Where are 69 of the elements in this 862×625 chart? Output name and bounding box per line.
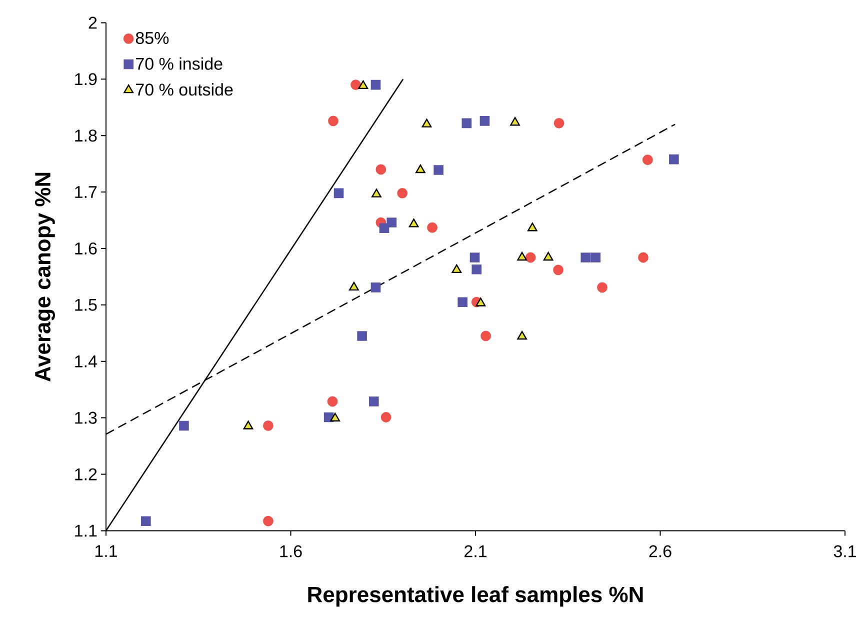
x-tick-label: 3.1 (834, 545, 856, 558)
point (179, 420, 189, 431)
point (580, 252, 591, 262)
point (358, 80, 368, 90)
point (669, 154, 679, 164)
point (408, 218, 419, 228)
point (553, 264, 564, 276)
y-tick-label: 2 (88, 16, 97, 29)
point (422, 118, 432, 128)
x-tick-label: 1.1 (95, 545, 117, 557)
y-tick-label: 1.1 (75, 524, 97, 537)
point (597, 282, 608, 293)
y-axis-title: Average canopy %N (35, 172, 55, 382)
point (427, 222, 438, 233)
point (386, 218, 397, 228)
point (263, 420, 274, 431)
point (472, 264, 482, 274)
y-tick-label: 1.3 (75, 412, 97, 424)
y-tick-label: 1.4 (75, 356, 97, 368)
point (357, 331, 367, 341)
legend-label: 70 % outside (136, 83, 233, 96)
point (480, 116, 490, 126)
point (370, 80, 381, 90)
point (480, 330, 492, 342)
point (368, 396, 379, 406)
y-tick-label: 1.9 (75, 73, 97, 86)
point (462, 118, 472, 128)
point (141, 516, 151, 526)
x-tick-label: 2.1 (464, 545, 486, 558)
y-tick-label: 1.2 (75, 468, 97, 480)
point (372, 188, 382, 198)
point (517, 252, 527, 261)
point (434, 165, 444, 175)
point (263, 516, 274, 526)
point (350, 80, 361, 90)
point (527, 222, 538, 232)
x-tick-label: 1.6 (280, 545, 302, 558)
point (376, 164, 386, 175)
y-tick-label: 1.8 (75, 130, 97, 142)
point (380, 412, 392, 422)
point (243, 420, 254, 430)
point (638, 252, 648, 263)
point (397, 188, 408, 198)
point (590, 252, 600, 262)
point (349, 282, 359, 291)
legend-label: 85% (136, 32, 169, 44)
point (543, 252, 554, 261)
point (510, 117, 520, 126)
x-axis-title: Representative leaf samples %N (308, 586, 643, 607)
point (470, 252, 480, 262)
point (370, 282, 381, 292)
point (476, 298, 486, 306)
point (379, 223, 390, 234)
y-tick-label: 1.5 (75, 298, 97, 311)
point (327, 396, 338, 407)
point (517, 330, 527, 340)
legend-label: 70 % inside (136, 57, 222, 70)
point (642, 154, 653, 166)
point (452, 264, 462, 274)
point (328, 116, 338, 126)
point (416, 164, 426, 174)
x-tick-label: 2.6 (649, 545, 672, 558)
y-tick-label: 1.7 (75, 186, 97, 198)
point (525, 252, 536, 263)
point (554, 118, 564, 128)
point (458, 297, 468, 308)
point (334, 188, 344, 198)
y-tick-label: 1.6 (75, 242, 97, 255)
point (330, 412, 340, 422)
